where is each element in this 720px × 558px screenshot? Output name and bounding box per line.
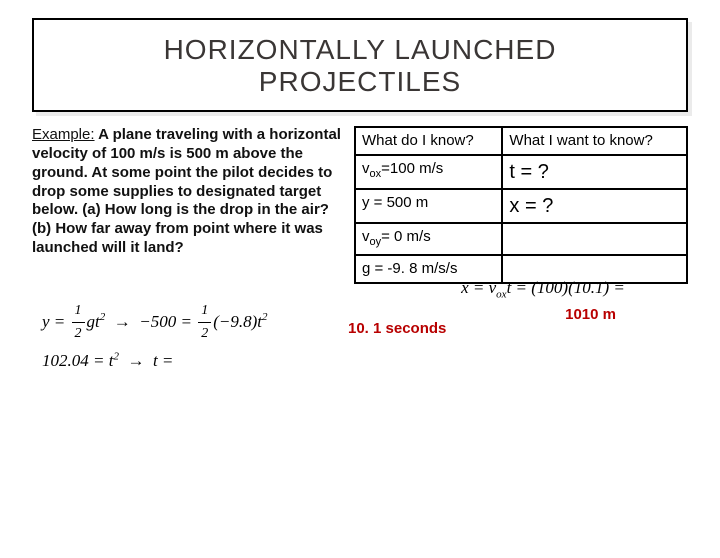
example-paragraph: Example: A plane traveling with a horizo… bbox=[32, 126, 342, 257]
cell-y: y = 500 m bbox=[355, 189, 502, 223]
eq-line1: y = 12gt2 → −500 = 12(−9.8)t2 bbox=[42, 300, 332, 346]
content-row: Example: A plane traveling with a horizo… bbox=[0, 126, 720, 283]
table-row: y = 500 m x = ? bbox=[355, 189, 687, 223]
cell-voy: voy= 0 m/s bbox=[355, 223, 502, 254]
known-want-table: What do I know? What I want to know? vox… bbox=[354, 126, 688, 283]
table-column: What do I know? What I want to know? vox… bbox=[354, 126, 688, 283]
eq-line2: 102.04 = t2 → t = bbox=[42, 347, 332, 374]
equation-right: x = voxt = (100)(10.1) = 1010 m bbox=[418, 278, 668, 323]
header-want: What I want to know? bbox=[502, 127, 687, 155]
answer-distance: 1010 m bbox=[418, 300, 668, 323]
table-row: voy= 0 m/s bbox=[355, 223, 687, 254]
example-column: Example: A plane traveling with a horizo… bbox=[32, 126, 342, 283]
table-row: vox=100 m/s t = ? bbox=[355, 155, 687, 189]
equations-left: y = 12gt2 → −500 = 12(−9.8)t2 102.04 = t… bbox=[42, 298, 332, 377]
title-box: HORIZONTALLY LAUNCHED PROJECTILES bbox=[32, 18, 688, 112]
page-title: HORIZONTALLY LAUNCHED PROJECTILES bbox=[42, 34, 678, 98]
table-row: What do I know? What I want to know? bbox=[355, 127, 687, 155]
equations-row: y = 12gt2 → −500 = 12(−9.8)t2 102.04 = t… bbox=[0, 284, 720, 377]
cell-vox: vox=100 m/s bbox=[355, 155, 502, 189]
example-body: A plane traveling with a horizontal velo… bbox=[32, 126, 341, 256]
header-known: What do I know? bbox=[355, 127, 502, 155]
title-line1: HORIZONTALLY LAUNCHED bbox=[164, 34, 557, 65]
example-label: Example: bbox=[32, 126, 95, 143]
cell-empty bbox=[502, 223, 687, 254]
cell-x-question: x = ? bbox=[502, 189, 687, 223]
cell-t-question: t = ? bbox=[502, 155, 687, 189]
title-line2: PROJECTILES bbox=[259, 66, 461, 97]
